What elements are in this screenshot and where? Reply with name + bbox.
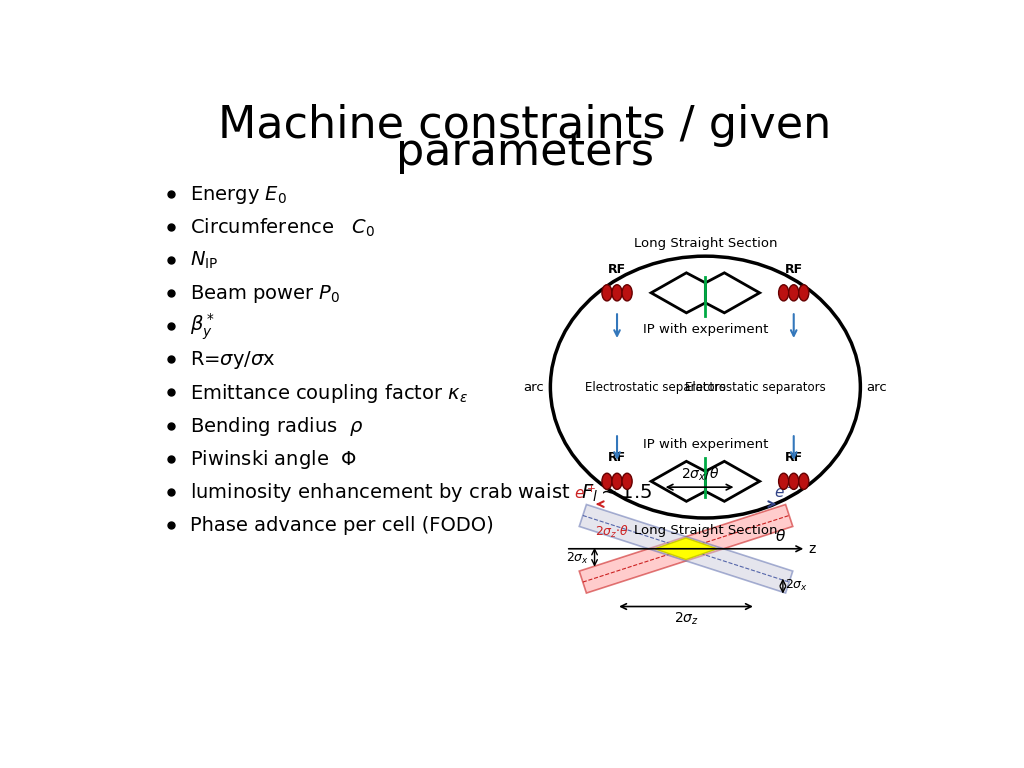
Text: Phase advance per cell (FODO): Phase advance per cell (FODO) <box>190 516 494 535</box>
Text: RF: RF <box>784 452 803 465</box>
Text: Long Straight Section: Long Straight Section <box>634 524 777 537</box>
Text: $\theta$: $\theta$ <box>775 528 786 545</box>
Text: Energy $\it{E}_0$: Energy $\it{E}_0$ <box>190 184 287 206</box>
Text: Emittance coupling factor $\kappa_\varepsilon$: Emittance coupling factor $\kappa_\varep… <box>190 382 468 405</box>
Ellipse shape <box>622 285 632 301</box>
Ellipse shape <box>799 473 809 489</box>
Polygon shape <box>655 538 717 560</box>
Text: $2\sigma_x$: $2\sigma_x$ <box>785 578 808 594</box>
Text: $\it{N}_{\mathrm{IP}}$: $\it{N}_{\mathrm{IP}}$ <box>190 250 218 271</box>
Text: $2\sigma_x/\theta$: $2\sigma_x/\theta$ <box>681 466 719 483</box>
Ellipse shape <box>788 473 799 489</box>
Ellipse shape <box>788 285 799 301</box>
Text: $e^+$: $e^+$ <box>574 485 596 502</box>
Text: arc: arc <box>866 381 888 393</box>
Text: IP with experiment: IP with experiment <box>643 323 768 336</box>
Text: Machine constraints / given: Machine constraints / given <box>218 104 831 147</box>
Text: RF: RF <box>608 263 626 276</box>
Text: $2\sigma_x$: $2\sigma_x$ <box>566 551 589 565</box>
Text: Circumference   $\it{C}_0$: Circumference $\it{C}_0$ <box>190 217 375 239</box>
Text: z: z <box>809 541 816 556</box>
Ellipse shape <box>612 285 622 301</box>
Text: Long Straight Section: Long Straight Section <box>634 237 777 250</box>
Text: arc: arc <box>523 381 544 393</box>
Ellipse shape <box>602 473 612 489</box>
Text: R=$\sigma$y/$\sigma$x: R=$\sigma$y/$\sigma$x <box>190 349 275 371</box>
Ellipse shape <box>622 473 632 489</box>
Text: $2\sigma_z{\cdot}\theta$: $2\sigma_z{\cdot}\theta$ <box>595 524 629 540</box>
Polygon shape <box>580 505 793 593</box>
Ellipse shape <box>799 285 809 301</box>
Polygon shape <box>580 505 793 593</box>
Text: Piwinski angle  $\Phi$: Piwinski angle $\Phi$ <box>190 448 356 471</box>
Text: IP with experiment: IP with experiment <box>643 439 768 452</box>
Ellipse shape <box>602 285 612 301</box>
Text: parameters: parameters <box>396 131 653 174</box>
Ellipse shape <box>778 473 788 489</box>
Text: RF: RF <box>608 452 626 465</box>
Text: Beam power $\it{P}_0$: Beam power $\it{P}_0$ <box>190 283 341 305</box>
Text: RF: RF <box>784 263 803 276</box>
Text: Electrostatic separators: Electrostatic separators <box>585 381 725 393</box>
Text: $e^-$: $e^-$ <box>774 486 797 501</box>
Text: Electrostatic separators: Electrostatic separators <box>685 381 826 393</box>
Ellipse shape <box>778 285 788 301</box>
Text: Bending radius  $\rho$: Bending radius $\rho$ <box>190 415 364 438</box>
Text: $2\sigma_z$: $2\sigma_z$ <box>674 611 698 627</box>
Text: $\beta_y^*$: $\beta_y^*$ <box>190 312 215 343</box>
Text: luminosity enhancement by crab waist  $\it{F}_l{\sim}1.5$: luminosity enhancement by crab waist $\i… <box>190 481 652 504</box>
Ellipse shape <box>612 473 622 489</box>
